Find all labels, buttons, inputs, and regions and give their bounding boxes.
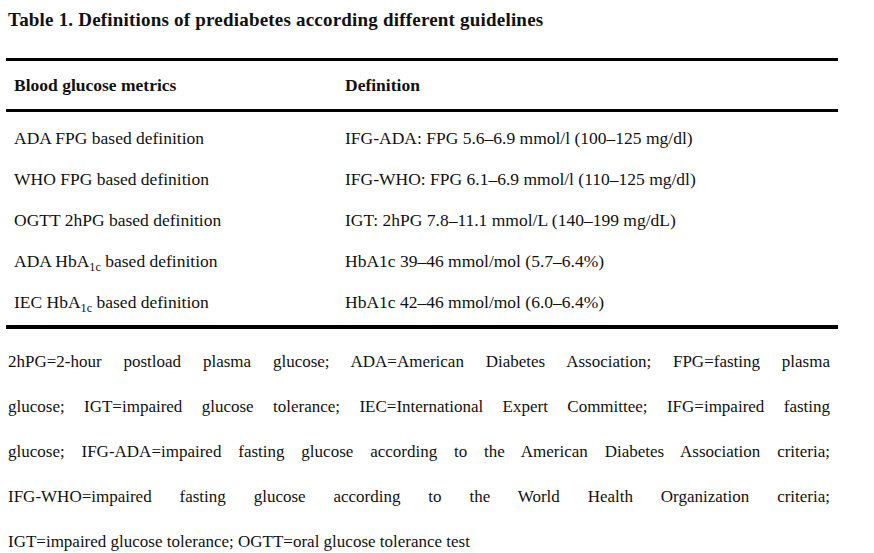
metric-text: IEC HbA	[14, 292, 81, 312]
metric-text: WHO FPG based definition	[14, 169, 209, 189]
table-row: ADA HbA1c based definition HbA1c 39–46 m…	[6, 241, 838, 282]
table-row: ADA FPG based definition IFG-ADA: FPG 5.…	[6, 118, 838, 159]
metric-cell: ADA HbA1c based definition	[14, 251, 345, 272]
definition-cell: IFG-ADA: FPG 5.6–6.9 mmol/l (100–125 mg/…	[345, 128, 838, 149]
footnote-line: 2hPG=2-hour postload plasma glucose; ADA…	[8, 339, 830, 384]
metric-subscript: 1c	[81, 301, 93, 315]
metric-cell: ADA FPG based definition	[14, 128, 345, 149]
metric-text-post: based definition	[92, 292, 209, 312]
table-row: IEC HbA1c based definition HbA1c 42–46 m…	[6, 282, 838, 323]
table-header-row: Blood glucose metrics Definition	[6, 61, 838, 109]
table-row: WHO FPG based definition IFG-WHO: FPG 6.…	[6, 159, 838, 200]
header-blood-glucose-metrics: Blood glucose metrics	[14, 75, 345, 96]
paper-table-page: Table 1. Definitions of prediabetes acco…	[0, 0, 874, 553]
metric-text: OGTT 2hPG based definition	[14, 210, 221, 230]
metric-subscript: 1c	[89, 260, 101, 274]
metric-cell: OGTT 2hPG based definition	[14, 210, 345, 231]
definition-cell: IFG-WHO: FPG 6.1–6.9 mmol/l (110–125 mg/…	[345, 169, 838, 190]
definition-cell: HbA1c 39–46 mmol/mol (5.7–6.4%)	[345, 251, 838, 272]
abbreviations-footnote: 2hPG=2-hour postload plasma glucose; ADA…	[8, 329, 830, 553]
footnote-line: IFG-WHO=impaired fasting glucose accordi…	[8, 474, 830, 519]
footnote-line: glucose; IGT=impaired glucose tolerance;…	[8, 384, 830, 429]
definitions-table: Blood glucose metrics Definition ADA FPG…	[6, 58, 838, 329]
metric-text: ADA FPG based definition	[14, 128, 204, 148]
metric-cell: IEC HbA1c based definition	[14, 292, 345, 313]
footnote-line: IGT=impaired glucose tolerance; OGTT=ora…	[8, 519, 830, 553]
metric-text: ADA HbA	[14, 251, 89, 271]
table-body: ADA FPG based definition IFG-ADA: FPG 5.…	[6, 112, 838, 325]
table-row: OGTT 2hPG based definition IGT: 2hPG 7.8…	[6, 200, 838, 241]
metric-text-post: based definition	[101, 251, 218, 271]
header-definition: Definition	[345, 75, 838, 96]
definition-cell: HbA1c 42–46 mmol/mol (6.0–6.4%)	[345, 292, 838, 313]
footnote-line: glucose; IFG-ADA=impaired fasting glucos…	[8, 429, 830, 474]
metric-cell: WHO FPG based definition	[14, 169, 345, 190]
table-title: Table 1. Definitions of prediabetes acco…	[8, 9, 543, 31]
definition-cell: IGT: 2hPG 7.8–11.1 mmol/L (140–199 mg/dL…	[345, 210, 838, 231]
